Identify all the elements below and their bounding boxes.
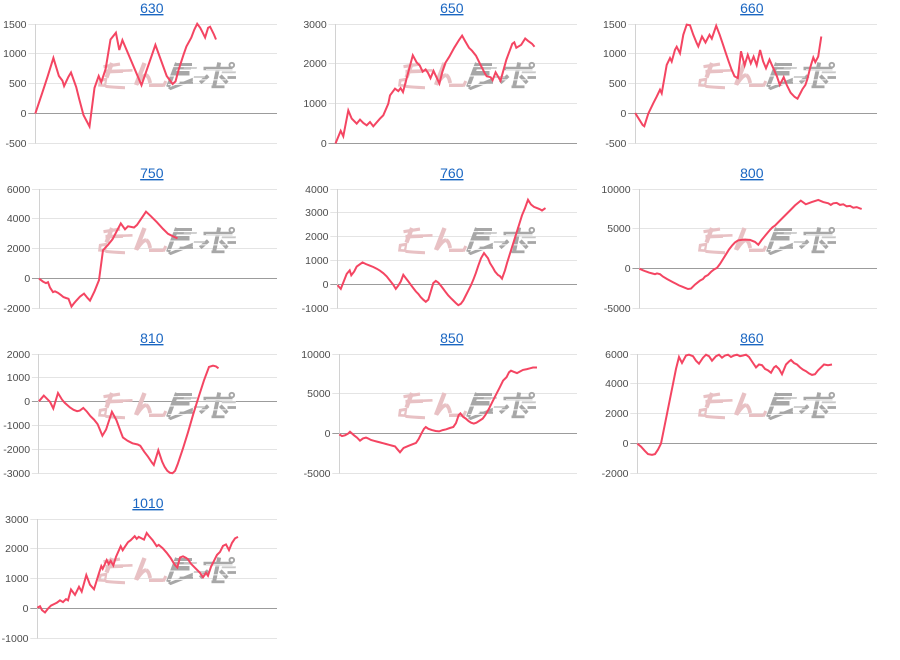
svg-text:810: 810 [140,330,164,346]
svg-text:-500: -500 [605,138,626,150]
svg-text:0: 0 [23,603,29,615]
svg-text:0: 0 [24,396,30,408]
svg-text:-2000: -2000 [3,444,30,456]
svg-text:3000: 3000 [305,207,329,219]
svg-text:6000: 6000 [605,349,629,361]
svg-text:4000: 4000 [305,184,329,196]
svg-text:-5000: -5000 [304,468,331,480]
svg-text:1500: 1500 [3,19,27,31]
svg-text:5000: 5000 [307,388,331,400]
svg-text:3000: 3000 [303,19,327,31]
svg-text:1010: 1010 [132,495,163,511]
svg-text:800: 800 [740,165,764,181]
svg-text:-2000: -2000 [3,303,30,315]
svg-text:2000: 2000 [7,243,31,255]
svg-text:760: 760 [440,165,464,181]
svg-text:0: 0 [325,428,331,440]
svg-text:0: 0 [24,273,30,285]
svg-text:-1000: -1000 [302,303,329,315]
svg-text:0: 0 [623,438,629,450]
svg-text:1000: 1000 [305,255,329,267]
svg-text:1000: 1000 [3,48,27,60]
svg-text:1500: 1500 [603,19,627,31]
svg-text:-1000: -1000 [3,420,30,432]
svg-text:1000: 1000 [7,372,31,384]
svg-text:-5000: -5000 [604,303,631,315]
svg-text:-2000: -2000 [602,468,629,480]
svg-text:1000: 1000 [5,573,29,585]
svg-text:3000: 3000 [5,514,29,526]
svg-text:4000: 4000 [605,378,629,390]
svg-text:2000: 2000 [303,58,327,70]
svg-text:-1000: -1000 [2,633,29,645]
svg-text:5000: 5000 [607,223,631,235]
svg-text:2000: 2000 [7,349,31,361]
svg-text:500: 500 [609,78,627,90]
svg-text:1000: 1000 [303,98,327,110]
svg-text:660: 660 [740,0,764,16]
svg-text:6000: 6000 [7,184,31,196]
svg-text:-500: -500 [5,138,26,150]
svg-text:2000: 2000 [605,408,629,420]
svg-text:650: 650 [440,0,464,16]
svg-text:0: 0 [323,279,329,291]
svg-text:2000: 2000 [305,231,329,243]
svg-text:10000: 10000 [601,184,630,196]
svg-text:850: 850 [440,330,464,346]
svg-text:0: 0 [625,263,631,275]
svg-text:2000: 2000 [5,543,29,555]
svg-text:-3000: -3000 [3,468,30,480]
svg-text:0: 0 [321,138,327,150]
svg-text:0: 0 [621,108,627,120]
svg-text:630: 630 [140,0,164,16]
svg-text:0: 0 [21,108,27,120]
svg-text:860: 860 [740,330,764,346]
svg-text:750: 750 [140,165,164,181]
svg-text:1000: 1000 [603,48,627,60]
svg-text:10000: 10000 [301,349,330,361]
svg-text:4000: 4000 [7,213,31,225]
svg-text:500: 500 [9,78,27,90]
